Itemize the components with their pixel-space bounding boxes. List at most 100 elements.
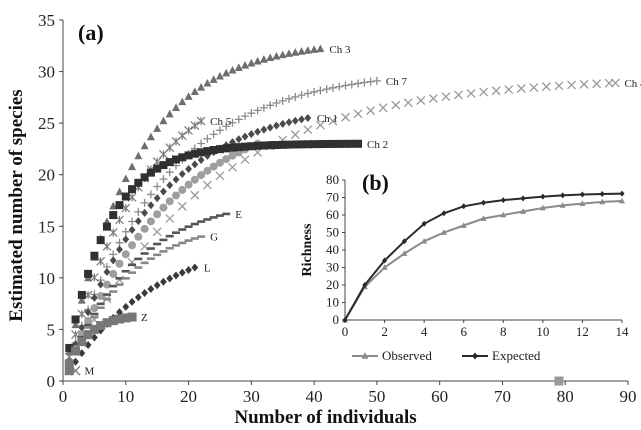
- data-point: [153, 242, 162, 246]
- data-point: [178, 97, 187, 106]
- data-point: [140, 173, 149, 182]
- data-point: [285, 49, 293, 57]
- data-point: [328, 139, 337, 148]
- data-point: [347, 139, 356, 148]
- data-point: [190, 190, 200, 200]
- panel-a-x-tick-label: 10: [117, 387, 134, 406]
- series-label-m: M: [85, 366, 95, 378]
- legend-item-expected: Expected: [462, 348, 541, 363]
- data-point: [335, 82, 344, 91]
- data-point: [103, 268, 111, 277]
- data-point: [322, 140, 331, 149]
- data-point: [303, 125, 313, 135]
- panel-a-y-tick-label: 20: [38, 166, 55, 185]
- data-point: [77, 296, 86, 304]
- data-point: [78, 349, 86, 358]
- panel-a-x-tick-label: 0: [59, 387, 68, 406]
- data-point: [165, 158, 174, 167]
- data-point: [567, 80, 576, 90]
- data-point: [115, 201, 124, 210]
- data-point: [141, 288, 149, 297]
- data-point: [500, 211, 507, 218]
- data-point: [109, 211, 118, 220]
- data-point: [190, 121, 200, 131]
- data-point: [202, 180, 212, 190]
- data-point: [266, 53, 275, 62]
- data-point: [316, 44, 325, 53]
- data-point: [197, 220, 206, 223]
- data-point: [190, 149, 199, 158]
- data-point: [209, 75, 218, 83]
- data-point: [84, 308, 92, 317]
- data-point: [341, 81, 350, 90]
- data-point: [153, 281, 161, 290]
- data-point: [190, 175, 199, 184]
- data-point: [592, 79, 602, 89]
- data-point: [90, 315, 99, 319]
- data-point: [172, 103, 180, 111]
- data-point: [109, 201, 118, 210]
- data-point: [166, 181, 174, 190]
- panel-a-x-tick-label: 80: [557, 387, 574, 406]
- data-point: [215, 214, 224, 217]
- data-point: [134, 151, 143, 160]
- data-point: [241, 142, 250, 151]
- data-point: [440, 229, 447, 235]
- data-point: [96, 292, 105, 301]
- data-point: [108, 316, 118, 326]
- data-point: [516, 84, 526, 93]
- data-point: [90, 293, 98, 302]
- panel-a-x-tick-label: 30: [243, 387, 260, 406]
- data-point: [254, 127, 262, 136]
- data-point: [209, 216, 218, 219]
- data-point: [222, 144, 231, 153]
- data-point: [529, 83, 539, 92]
- data-point: [480, 199, 487, 206]
- data-point: [266, 123, 274, 132]
- data-point: [140, 198, 149, 207]
- series-label-ch-1: Ch 1: [317, 113, 338, 125]
- data-point: [290, 130, 300, 140]
- data-point: [115, 259, 124, 268]
- data-point: [153, 253, 162, 257]
- data-point: [178, 185, 187, 194]
- data-point: [84, 341, 92, 350]
- data-point: [197, 171, 206, 180]
- data-point: [89, 324, 99, 334]
- data-point: [278, 50, 287, 59]
- data-point: [159, 250, 168, 253]
- data-point: [159, 238, 168, 242]
- data-point: [272, 51, 281, 60]
- data-point: [279, 119, 287, 128]
- data-point: [297, 91, 306, 100]
- data-point: [134, 207, 143, 216]
- data-point: [127, 312, 137, 322]
- data-point: [619, 190, 625, 197]
- data-point: [146, 217, 155, 226]
- legend-item-observed: Observed: [352, 348, 432, 363]
- data-point: [209, 146, 218, 155]
- panel-a-x-tick-label: 20: [180, 387, 197, 406]
- data-point: [259, 141, 268, 150]
- data-point: [153, 210, 162, 219]
- data-point: [241, 132, 249, 141]
- data-point: [90, 312, 99, 316]
- data-point: [71, 346, 81, 356]
- panel-b-y-tick-label: 40: [326, 242, 339, 257]
- panel-b-x-tick-label: 8: [500, 324, 507, 339]
- data-point: [266, 141, 275, 150]
- data-point: [84, 317, 93, 326]
- data-point: [159, 161, 168, 170]
- data-point: [203, 166, 212, 175]
- panel-b-x-tick-label: 6: [460, 324, 467, 339]
- panel-b-y-axis-label: Richness: [300, 223, 315, 276]
- data-point: [479, 87, 489, 97]
- data-point: [178, 170, 186, 179]
- series-ch-7: Ch 7: [65, 76, 407, 366]
- panel-b-y-tick-label: 70: [326, 190, 339, 205]
- data-point: [185, 165, 192, 174]
- panel-a-y-tick-label: 25: [38, 114, 55, 133]
- data-point: [115, 187, 124, 196]
- data-point: [84, 269, 93, 278]
